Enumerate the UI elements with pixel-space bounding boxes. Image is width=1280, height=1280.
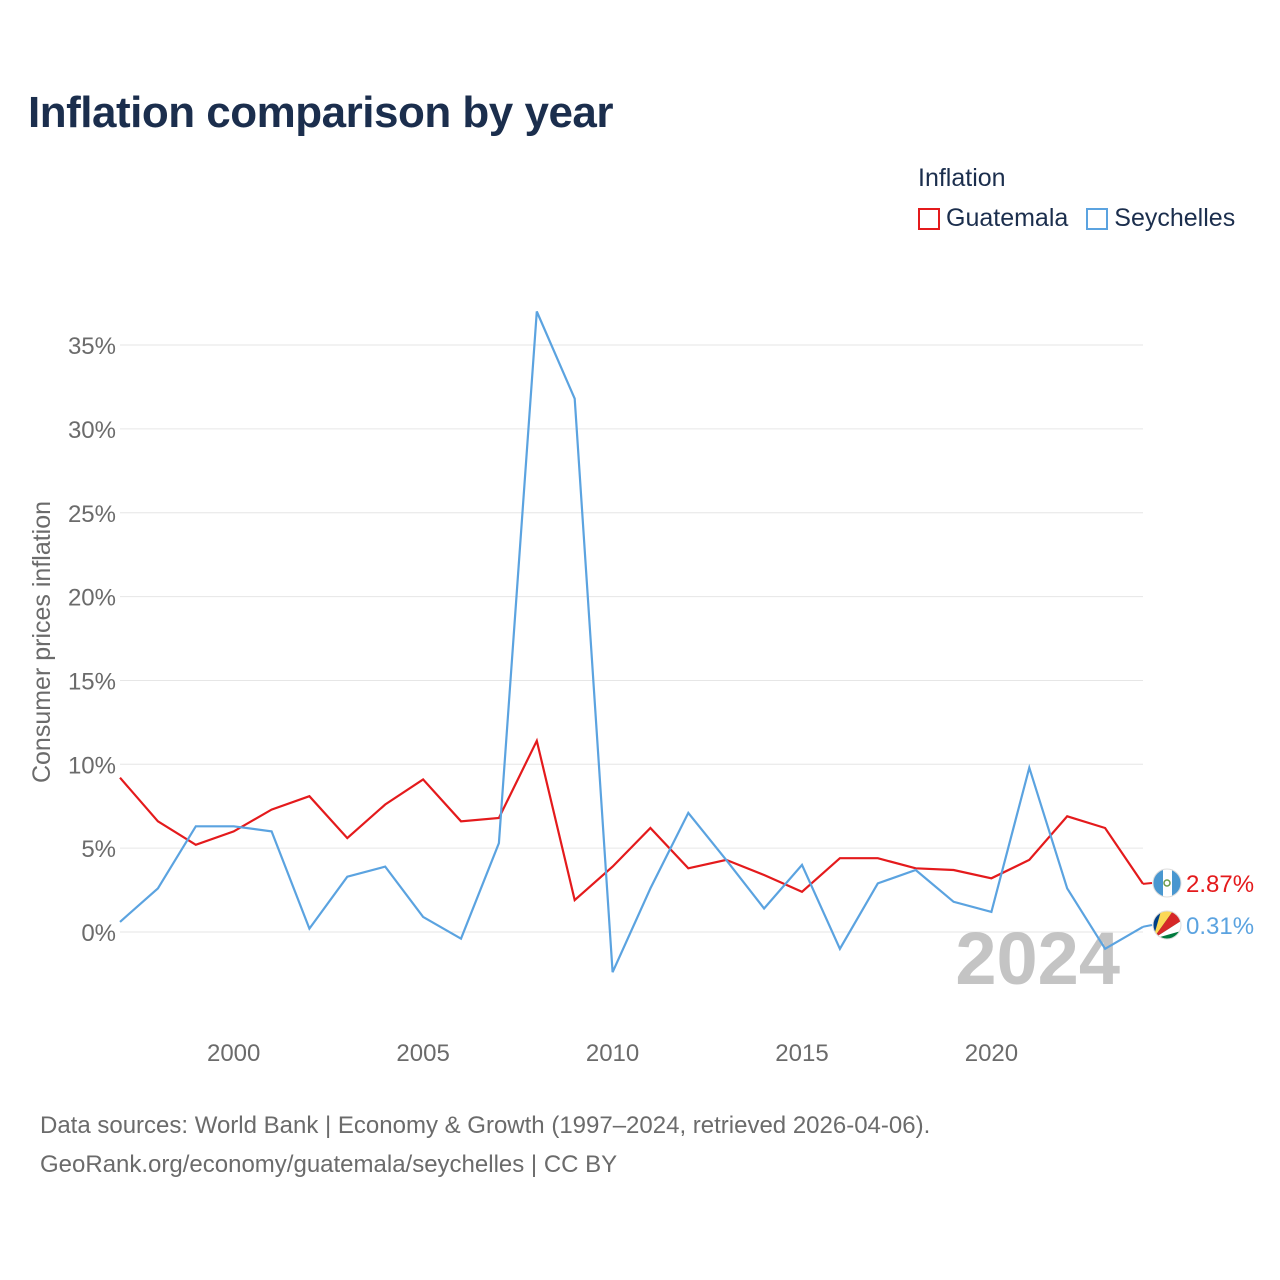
y-tick-label: 35% (68, 333, 116, 360)
y-tick-label: 20% (68, 585, 116, 612)
x-tick-label: 2010 (586, 1040, 639, 1067)
legend-item-guatemala[interactable]: Guatemala (918, 204, 1068, 233)
y-tick-label: 5% (81, 836, 116, 863)
legend-swatch-seychelles (1086, 207, 1109, 230)
y-axis-label: Consumer prices inflation (28, 501, 56, 783)
chart-title: Inflation comparison by year (28, 88, 614, 137)
x-tick-label: 2000 (207, 1040, 260, 1067)
x-tick-label: 2015 (775, 1040, 828, 1067)
legend-label-seychelles: Seychelles (1114, 204, 1236, 232)
y-tick-label: 25% (68, 501, 116, 528)
series-line-seychelles[interactable] (119, 311, 1144, 973)
line-chart: 0% 5% 10% 15% 20% 25% 30% 35% 2000 2005 2010 2015 2… (28, 311, 1254, 1067)
y-tick-label: 10% (68, 752, 116, 779)
legend-swatch-guatemala (918, 207, 940, 230)
legend-label-guatemala: Guatemala (946, 204, 1069, 232)
end-connector (1142, 882, 1153, 885)
y-tick-label: 15% (68, 668, 116, 695)
source-note: Data sources: World Bank | Economy & Gro… (40, 1106, 930, 1184)
legend-title: Inflation (918, 164, 1006, 192)
x-tick-label: 2005 (396, 1040, 449, 1067)
legend: Guatemala Seychelles (918, 204, 1253, 233)
guatemala-flag-icon (1152, 868, 1182, 898)
y-tick-label: 30% (68, 417, 116, 444)
year-watermark: 2024 (955, 917, 1120, 1000)
series-line-guatemala[interactable] (119, 737, 1144, 903)
y-tick-label: 0% (81, 920, 116, 947)
legend-item-seychelles[interactable]: Seychelles (1086, 204, 1235, 233)
seychelles-flag-icon (1152, 910, 1182, 940)
source-line-2[interactable]: GeoRank.org/economy/guatemala/seychelles… (40, 1151, 618, 1178)
end-value-label-seychelles: 0.31% (1186, 913, 1254, 940)
source-line-1[interactable]: Data sources: World Bank | Economy & Gro… (40, 1112, 931, 1139)
end-value-label-guatemala: 2.87% (1186, 871, 1254, 898)
end-connector (1142, 924, 1153, 928)
x-tick-label: 2020 (965, 1040, 1018, 1067)
